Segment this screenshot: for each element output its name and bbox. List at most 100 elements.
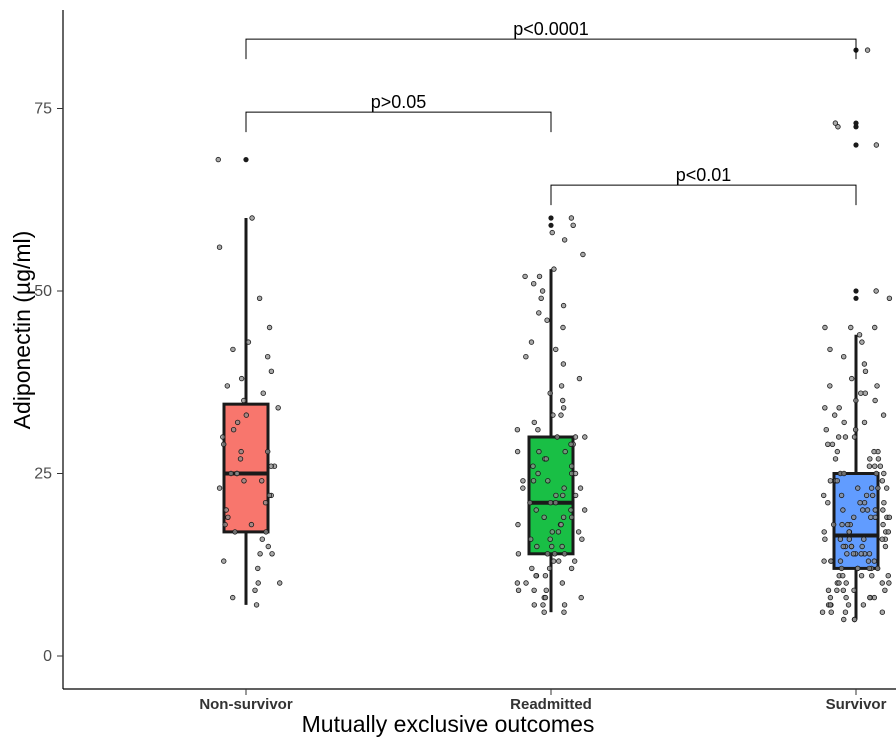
data-point xyxy=(547,500,554,506)
data-point xyxy=(856,332,863,338)
data-point xyxy=(530,478,537,484)
data-point xyxy=(842,434,849,440)
data-point xyxy=(531,587,537,593)
data-point xyxy=(879,536,885,542)
significance-label: p<0.0001 xyxy=(513,19,589,39)
data-point xyxy=(886,580,892,586)
data-point xyxy=(582,434,588,440)
x-tick-label: Survivor xyxy=(826,696,887,713)
data-point xyxy=(831,412,838,418)
data-point xyxy=(827,478,834,484)
data-point xyxy=(569,463,575,469)
data-point xyxy=(825,587,832,593)
data-point xyxy=(880,507,886,513)
bracket-line xyxy=(245,38,857,60)
data-point xyxy=(531,281,537,287)
box-non-survivor xyxy=(215,156,283,608)
data-point xyxy=(882,587,888,593)
data-point xyxy=(275,405,281,411)
data-point xyxy=(529,565,535,572)
significance-brackets: p<0.0001 p>0.05 p<0.01 xyxy=(245,19,857,206)
iqr-box xyxy=(222,402,270,534)
data-point xyxy=(248,521,255,528)
data-point xyxy=(822,324,828,331)
data-point xyxy=(238,375,245,382)
data-point xyxy=(225,514,231,520)
data-point xyxy=(533,507,539,513)
data-point xyxy=(549,529,556,535)
data-point xyxy=(572,434,579,440)
data-point xyxy=(520,478,526,484)
data-point xyxy=(879,580,885,586)
data-point xyxy=(545,478,551,484)
data-point xyxy=(836,405,842,411)
data-point xyxy=(531,602,537,608)
data-point xyxy=(549,543,555,550)
data-point xyxy=(560,514,567,520)
data-point xyxy=(843,594,849,601)
data-point xyxy=(268,368,275,374)
data-point xyxy=(881,500,887,506)
data-point xyxy=(842,609,849,615)
x-tick-label: Readmitted xyxy=(510,696,592,713)
data-point xyxy=(553,346,559,353)
data-point xyxy=(222,521,228,528)
data-point xyxy=(836,580,842,586)
data-point xyxy=(832,120,839,126)
outlier-point xyxy=(853,142,859,148)
data-point xyxy=(827,594,834,601)
data-point xyxy=(886,295,893,301)
y-tick-label: 50 xyxy=(34,283,52,300)
data-point xyxy=(861,500,868,506)
significance-label: p>0.05 xyxy=(371,92,427,112)
data-point xyxy=(872,463,878,469)
data-point xyxy=(821,492,827,499)
data-point xyxy=(827,346,833,353)
data-point xyxy=(846,529,852,535)
data-point xyxy=(234,470,240,477)
y-tick-label: 0 xyxy=(43,648,52,665)
data-point xyxy=(241,478,247,484)
data-point xyxy=(576,375,583,382)
data-point xyxy=(848,324,854,331)
data-point xyxy=(515,521,521,528)
data-point xyxy=(872,324,878,331)
data-point xyxy=(241,397,247,404)
data-point xyxy=(561,237,568,243)
data-point xyxy=(560,492,566,499)
data-point xyxy=(841,470,847,477)
data-point xyxy=(867,594,873,601)
data-point xyxy=(882,543,889,550)
data-point xyxy=(868,514,874,520)
data-point xyxy=(523,354,529,360)
data-point xyxy=(224,383,231,389)
data-point xyxy=(568,565,575,572)
data-point xyxy=(867,456,873,462)
data-point xyxy=(547,390,553,396)
data-point xyxy=(880,521,886,528)
x-axis-title: Mutually exclusive outcomes xyxy=(302,711,595,737)
data-point xyxy=(277,580,283,586)
data-point xyxy=(515,551,522,557)
data-point xyxy=(863,492,870,499)
data-point xyxy=(869,492,876,499)
outlier-point xyxy=(853,124,859,130)
data-point xyxy=(558,383,565,389)
data-point xyxy=(837,536,844,542)
data-point xyxy=(560,361,567,367)
data-point xyxy=(855,565,861,572)
data-point xyxy=(220,434,226,440)
outlier-point xyxy=(243,157,249,163)
data-point xyxy=(871,448,877,455)
data-point xyxy=(538,295,544,301)
data-point xyxy=(230,346,236,353)
data-point xyxy=(558,521,564,528)
significance-bracket: p>0.05 xyxy=(245,92,552,133)
data-point xyxy=(841,354,847,360)
data-point xyxy=(534,543,540,550)
data-point xyxy=(822,536,828,542)
outlier-point xyxy=(853,120,859,126)
data-point xyxy=(266,324,273,331)
iqr-box xyxy=(527,435,575,556)
